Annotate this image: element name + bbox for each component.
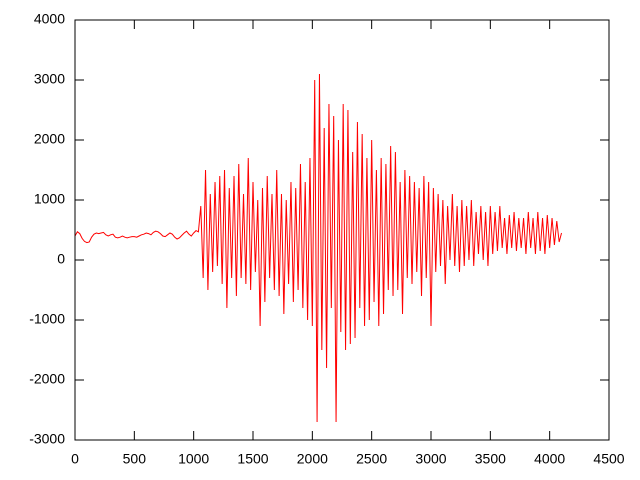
x-tick-label: 2000 [297, 451, 328, 467]
y-tick-label: -2000 [29, 371, 65, 387]
x-tick-label: 0 [71, 451, 79, 467]
x-tick-label: 500 [123, 451, 147, 467]
x-tick-label: 3000 [415, 451, 446, 467]
x-tick-label: 1500 [237, 451, 268, 467]
y-tick-label: 1000 [34, 191, 65, 207]
x-tick-label: 3500 [475, 451, 506, 467]
y-tick-label: 2000 [34, 131, 65, 147]
y-tick-label: 0 [57, 251, 65, 267]
x-tick-label: 1000 [178, 451, 209, 467]
x-tick-label: 4000 [534, 451, 565, 467]
data-line [74, 73, 563, 423]
plot-frame [74, 19, 610, 441]
y-tick-label: -1000 [29, 311, 65, 327]
y-tick-label: 3000 [34, 71, 65, 87]
y-tick-label: -3000 [29, 431, 65, 447]
x-tick-label: 4500 [593, 451, 624, 467]
x-tick-label: 2500 [356, 451, 387, 467]
y-tick-label: 4000 [34, 11, 65, 27]
